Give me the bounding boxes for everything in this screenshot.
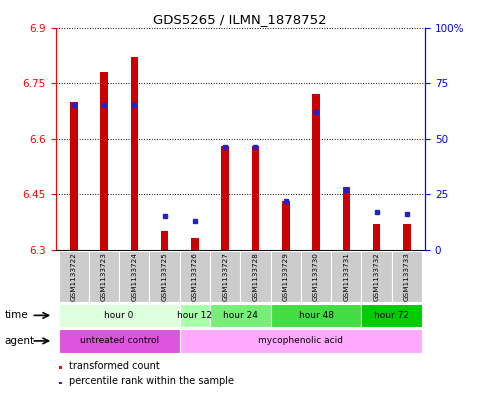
FancyBboxPatch shape — [89, 251, 119, 301]
Text: GSM1133724: GSM1133724 — [131, 252, 137, 301]
Text: GSM1133733: GSM1133733 — [404, 252, 410, 301]
Bar — [130, 57, 138, 250]
Text: hour 12: hour 12 — [177, 311, 213, 320]
FancyBboxPatch shape — [58, 304, 180, 327]
Bar — [161, 231, 169, 250]
Text: agent: agent — [5, 336, 35, 346]
FancyBboxPatch shape — [361, 304, 422, 327]
Bar — [342, 187, 350, 250]
Bar — [100, 72, 108, 250]
Text: hour 24: hour 24 — [223, 311, 258, 320]
Text: GSM1133723: GSM1133723 — [101, 252, 107, 301]
Text: mycophenolic acid: mycophenolic acid — [258, 336, 343, 345]
FancyBboxPatch shape — [210, 251, 241, 301]
FancyBboxPatch shape — [180, 304, 210, 327]
Text: GSM1133725: GSM1133725 — [162, 252, 168, 301]
FancyBboxPatch shape — [270, 304, 361, 327]
Bar — [191, 239, 199, 250]
FancyBboxPatch shape — [58, 251, 89, 301]
Text: GSM1133730: GSM1133730 — [313, 252, 319, 301]
Bar — [282, 202, 289, 250]
Bar — [403, 224, 411, 250]
FancyBboxPatch shape — [392, 251, 422, 301]
FancyBboxPatch shape — [331, 251, 361, 301]
Bar — [373, 224, 381, 250]
FancyBboxPatch shape — [180, 251, 210, 301]
Text: hour 48: hour 48 — [298, 311, 333, 320]
FancyBboxPatch shape — [180, 329, 422, 353]
FancyBboxPatch shape — [241, 251, 270, 301]
FancyBboxPatch shape — [119, 251, 149, 301]
Text: hour 0: hour 0 — [104, 311, 134, 320]
Text: percentile rank within the sample: percentile rank within the sample — [69, 376, 234, 386]
FancyBboxPatch shape — [149, 251, 180, 301]
Text: GSM1133731: GSM1133731 — [343, 252, 349, 301]
Bar — [59, 366, 62, 369]
Text: GSM1133727: GSM1133727 — [222, 252, 228, 301]
Text: time: time — [5, 310, 28, 320]
FancyBboxPatch shape — [210, 304, 270, 327]
Bar — [221, 146, 229, 250]
Text: untreated control: untreated control — [80, 336, 159, 345]
Bar — [59, 382, 62, 384]
Text: GSM1133732: GSM1133732 — [373, 252, 380, 301]
Title: GDS5265 / ILMN_1878752: GDS5265 / ILMN_1878752 — [154, 13, 327, 26]
Text: GSM1133729: GSM1133729 — [283, 252, 289, 301]
FancyBboxPatch shape — [270, 251, 301, 301]
FancyBboxPatch shape — [361, 251, 392, 301]
Text: GSM1133728: GSM1133728 — [253, 252, 258, 301]
FancyBboxPatch shape — [58, 329, 180, 353]
Bar — [252, 146, 259, 250]
Bar — [312, 94, 320, 250]
FancyBboxPatch shape — [301, 251, 331, 301]
Text: transformed count: transformed count — [69, 361, 160, 371]
Text: GSM1133726: GSM1133726 — [192, 252, 198, 301]
Text: hour 72: hour 72 — [374, 311, 409, 320]
Text: GSM1133722: GSM1133722 — [71, 252, 77, 301]
Bar — [70, 101, 77, 250]
